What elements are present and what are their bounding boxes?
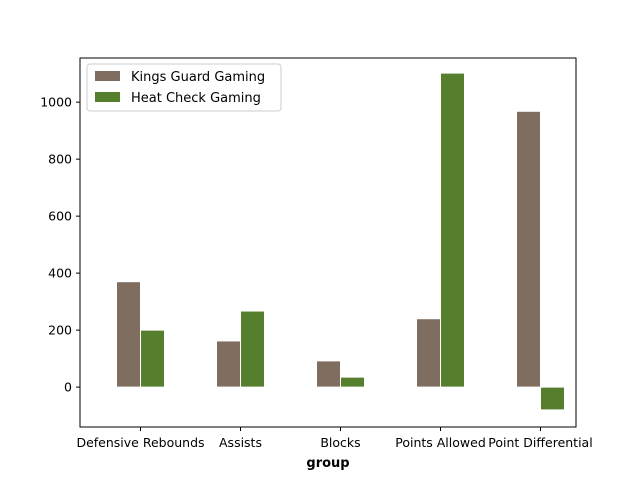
y-tick-label: 800 [48, 152, 72, 167]
bar-kings-guard-gaming-blocks [316, 360, 341, 388]
plot-frame [79, 57, 577, 428]
bar-heat-check-gaming-point-differential [540, 386, 565, 411]
bar-heat-check-gaming-assists [240, 310, 265, 388]
legend-label-kings-guard-gaming: Kings Guard Gaming [131, 70, 265, 85]
bar-kings-guard-gaming-defensive-rebounds [116, 281, 141, 388]
legend-frame [86, 63, 282, 112]
bar-heat-check-gaming-points-allowed [440, 72, 465, 388]
legend-label-heat-check-gaming: Heat Check Gaming [131, 91, 261, 106]
legend-swatch-kings-guard-gaming [95, 71, 120, 81]
bars-group [116, 72, 565, 411]
bar-heat-check-gaming-defensive-rebounds [140, 329, 165, 388]
legend-swatch-heat-check-gaming [95, 92, 120, 102]
x-tick-label-defensive-rebounds: Defensive Rebounds [76, 435, 204, 450]
y-tick-label: 1000 [40, 95, 72, 110]
x-tick-label-assists: Assists [219, 435, 262, 450]
bar-kings-guard-gaming-point-differential [516, 110, 541, 388]
y-tick-label: 0 [64, 380, 72, 395]
legend: Kings Guard Gaming Heat Check Gaming [86, 63, 282, 112]
x-tick-label-point-differential: Point Differential [488, 435, 592, 450]
x-tick-label-blocks: Blocks [320, 435, 360, 450]
y-axis: 0 200 400 600 800 1000 [40, 95, 80, 395]
x-axis: Defensive Rebounds Assists Blocks Points Al… [76, 427, 593, 450]
x-axis-title: group [306, 456, 349, 471]
x-tick-label-points-allowed: Points Allowed [395, 435, 486, 450]
bar-kings-guard-gaming-assists [216, 340, 241, 388]
y-tick-label: 400 [48, 266, 72, 281]
bar-kings-guard-gaming-points-allowed [416, 318, 441, 388]
y-tick-label: 600 [48, 209, 72, 224]
bar-heat-check-gaming-blocks [340, 376, 365, 388]
y-tick-label: 200 [48, 323, 72, 338]
